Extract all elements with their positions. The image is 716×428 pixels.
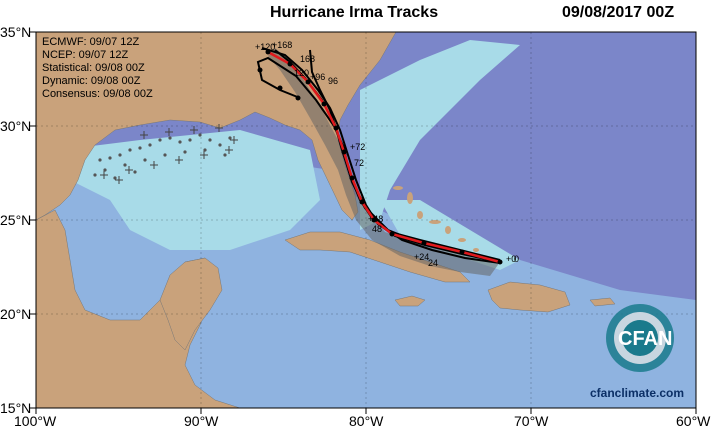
header: Hurricane Irma Tracks 09/08/2017 00Z [0,0,716,28]
land-puerto-rico [589,297,616,307]
ocean-shelf-bahamas [380,200,520,270]
land-yucatan [159,257,223,351]
cfan-logo: CFAN [606,304,674,372]
land-hispaniola [487,281,571,313]
cfan-logo-text: CFAN [618,328,672,350]
legend-item-dynamic: Dynamic: 09/08 00Z [42,75,141,87]
legend-item-ncep: NCEP: 09/07 12Z [42,49,128,61]
hour-label: 96 [328,76,338,86]
site-url[interactable]: cfanclimate.com [590,386,685,400]
hour-label: +168 [272,40,292,50]
hour-label: 72 [354,158,364,168]
ocean-shelf-atlantic [360,40,520,230]
hour-label: +72 [350,142,365,152]
lat-label: 30°N [0,118,31,134]
axis-ticks [30,31,697,414]
lat-label: 15°N [0,400,31,416]
hour-label: 120 [294,68,309,78]
gulf-platform-markers [93,133,232,180]
track-dots [257,49,503,265]
legend-item-ecmwf: ECMWF: 09/07 12Z [42,36,139,48]
land-jamaica [394,295,426,307]
hour-label: +120 [255,42,275,52]
forecast-datestamp: 09/08/2017 00Z [562,4,675,21]
lat-label: 20°N [0,306,31,322]
lon-label: 80°W [349,413,384,428]
hour-label: 0 [514,254,519,264]
lon-label: 100°W [14,413,57,428]
graticule [36,32,696,408]
lon-label: 90°W [184,413,219,428]
hour-label: +0 [506,254,516,264]
hour-label: +96 [310,72,325,82]
hour-label: +24 [414,252,429,262]
ocean-shelf-gulf [60,130,320,250]
lon-label: 60°W [676,413,711,428]
land-bahamas [393,186,479,252]
track-spread-envelope [268,48,500,276]
legend-item-statistical: Statistical: 09/08 00Z [42,62,145,74]
lon-label: 70°W [514,413,549,428]
hour-label: 48 [372,224,382,234]
legend-item-consensus: Consensus: 09/08 00Z [42,88,153,100]
lat-label: 35°N [0,24,31,40]
gulf-platform-crosses [100,124,238,184]
hour-label: +48 [368,214,383,224]
page-title: Hurricane Irma Tracks [270,4,439,21]
hour-label: 168 [300,54,315,64]
land-cuba [284,231,471,283]
legend: ECMWF: 09/07 12Z NCEP: 09/07 12Z Statist… [42,36,153,100]
hour-label: 24 [428,258,438,268]
lat-label: 25°N [0,212,31,228]
